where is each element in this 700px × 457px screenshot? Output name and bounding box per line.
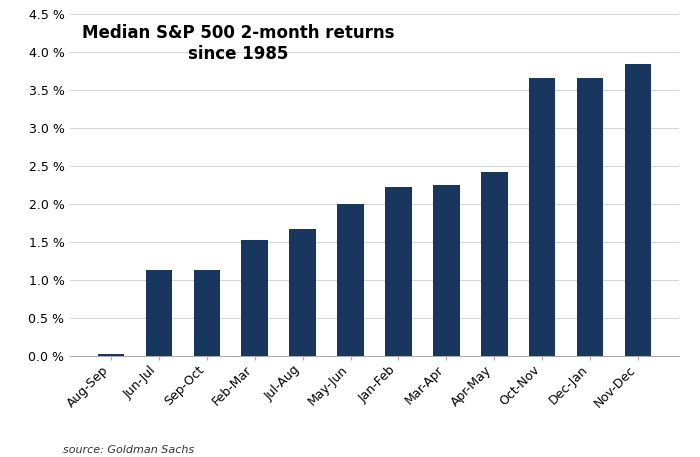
Bar [146, 271, 172, 356]
Text: Median S&P 500 2-month returns
since 1985: Median S&P 500 2-month returns since 198… [82, 24, 395, 63]
Bar [98, 354, 124, 356]
Bar [433, 185, 460, 356]
Bar [625, 64, 651, 356]
Bar [385, 187, 412, 356]
Bar [241, 240, 268, 356]
Bar [577, 78, 603, 356]
Bar [289, 229, 316, 356]
Text: source: Goldman Sachs: source: Goldman Sachs [63, 445, 194, 455]
Bar [193, 271, 220, 356]
Bar [481, 172, 508, 356]
Bar [337, 204, 364, 356]
Bar [529, 79, 556, 356]
